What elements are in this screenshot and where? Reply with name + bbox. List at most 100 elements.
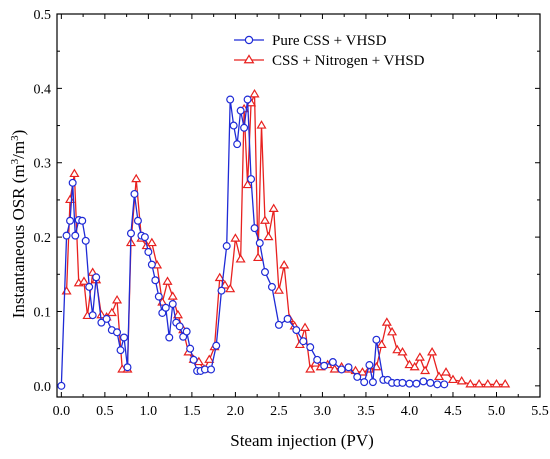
data-point (419, 377, 428, 386)
y-tick-label: 0.2 (34, 231, 52, 246)
series-line (60, 99, 445, 386)
data-point (392, 344, 403, 354)
data-point (372, 335, 381, 344)
data-point (71, 231, 80, 240)
data-point (207, 365, 216, 374)
data-point (433, 380, 442, 389)
data-point (360, 378, 369, 387)
data-point (162, 276, 173, 285)
data-point (409, 361, 420, 371)
data-point (62, 231, 71, 240)
y-axis-label-sup2: 3 (9, 135, 21, 141)
data-point (225, 283, 236, 293)
data-point (88, 311, 97, 320)
data-point (102, 314, 111, 323)
x-tick-label: 0.0 (53, 404, 71, 419)
data-point (274, 320, 283, 329)
data-point (131, 173, 142, 183)
series-pure-css-vhsd (57, 95, 449, 390)
y-axis-label-end: ) (9, 130, 28, 136)
data-point (175, 322, 184, 331)
data-point (204, 354, 215, 363)
data-point (112, 294, 123, 304)
data-point (61, 286, 72, 295)
data-point (217, 286, 226, 295)
data-point (230, 233, 241, 242)
data-point (144, 247, 153, 256)
data-point (106, 307, 117, 317)
data-point (249, 88, 260, 98)
data-point (328, 358, 337, 367)
data-point (273, 285, 284, 294)
data-point (263, 231, 274, 241)
data-point (381, 317, 392, 326)
data-point (398, 378, 407, 387)
data-point (305, 364, 316, 373)
data-point (186, 344, 195, 353)
data-point (151, 276, 160, 285)
y-axis-label-main: Instantaneous OSR (m (9, 164, 28, 318)
plot-area (56, 13, 541, 398)
data-point (357, 367, 368, 376)
data-point (353, 372, 362, 381)
data-point (268, 203, 279, 212)
data-point (247, 175, 256, 184)
data-point (337, 365, 346, 374)
y-tick-label: 0.3 (34, 157, 52, 172)
data-point (465, 378, 476, 388)
data-point (260, 268, 269, 277)
data-point (376, 339, 387, 349)
x-tick-label: 2.5 (270, 404, 288, 419)
data-point (313, 355, 322, 364)
data-point (140, 233, 149, 242)
x-tick-label: 5.0 (488, 404, 506, 419)
series-css-nitrogen-vhsd (61, 88, 511, 388)
legend: Pure CSS + VHSD CSS + Nitrogen + VHSD (234, 33, 425, 69)
data-point (219, 280, 231, 289)
data-point (165, 333, 174, 342)
data-point (229, 121, 238, 130)
series-line (65, 94, 506, 386)
x-tick-label: 3.5 (357, 404, 375, 419)
x-tick-label: 0.5 (96, 404, 114, 419)
data-point (167, 291, 178, 300)
data-point (306, 343, 315, 352)
data-point (420, 365, 431, 375)
data-point (440, 380, 449, 389)
data-point (226, 95, 235, 104)
data-point (491, 378, 502, 388)
x-tick-label: 3.0 (314, 404, 332, 419)
data-point (133, 216, 142, 225)
data-point (267, 282, 276, 291)
series-layer (57, 88, 511, 390)
data-point (147, 260, 156, 269)
data-point (154, 292, 163, 301)
y-axis-label-mid: /m (9, 141, 28, 159)
legend-marker (243, 54, 255, 64)
data-point (130, 189, 139, 198)
data-point (320, 361, 329, 370)
data-point (292, 326, 301, 335)
y-axis-label: Instantaneous OSR (m3/m3) (9, 130, 28, 319)
data-point (85, 282, 94, 291)
y-tick-label: 0.4 (34, 82, 52, 97)
x-tick-label: 5.5 (531, 404, 549, 419)
data-point (259, 215, 271, 224)
data-point (68, 178, 77, 187)
data-point (161, 303, 170, 312)
data-point (365, 361, 374, 370)
data-point (236, 106, 245, 115)
legend-label: Pure CSS + VHSD (272, 33, 387, 49)
data-point (283, 314, 292, 323)
data-point (126, 229, 135, 238)
data-point (242, 179, 253, 189)
data-point (214, 272, 225, 282)
x-tick-label: 1.5 (183, 404, 201, 419)
data-point (97, 318, 106, 327)
data-point (427, 347, 438, 356)
data-point (212, 341, 221, 350)
data-point (233, 140, 242, 149)
data-point (434, 371, 445, 381)
data-point (69, 168, 80, 178)
